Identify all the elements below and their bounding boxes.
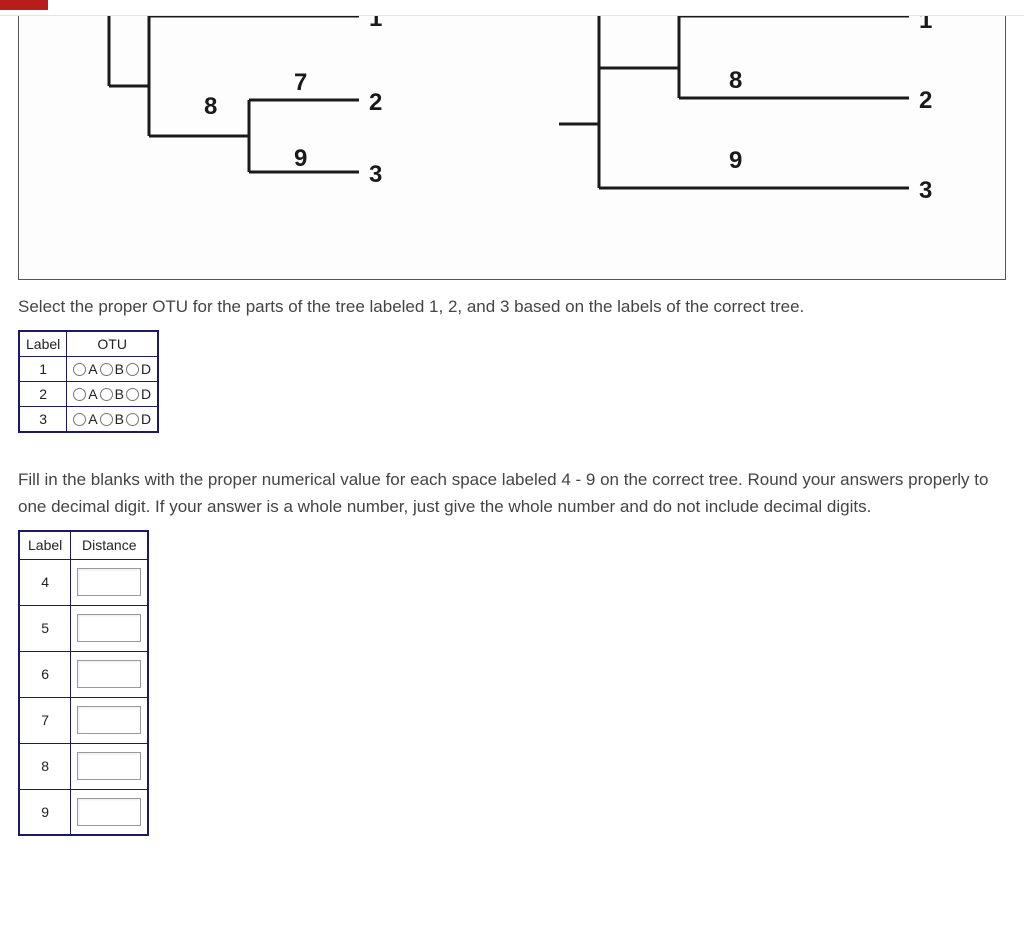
- top-bar: [0, 0, 1024, 16]
- right-tree-branch-8: 8: [729, 67, 742, 94]
- otu-radio[interactable]: [126, 363, 139, 376]
- dist-header-label: Label: [19, 531, 71, 559]
- left-tree-branch-9: 9: [294, 145, 307, 172]
- otu-row-label: 1: [19, 357, 67, 382]
- otu-option[interactable]: D: [126, 361, 151, 377]
- otu-row-label: 2: [19, 382, 67, 407]
- dist-row-input-cell: [71, 559, 149, 605]
- dist-row-input-cell: [71, 789, 149, 835]
- left-tree-branch-8: 8: [204, 93, 217, 120]
- instruction-otu: Select the proper OTU for the parts of t…: [18, 294, 1006, 320]
- right-tree-tip-1: 1: [919, 16, 932, 34]
- otu-option[interactable]: B: [100, 411, 124, 427]
- dist-row-input-cell: [71, 651, 149, 697]
- otu-option[interactable]: A: [73, 411, 97, 427]
- distance-input[interactable]: [77, 752, 141, 780]
- distance-input[interactable]: [77, 614, 141, 642]
- otu-radio[interactable]: [73, 413, 86, 426]
- otu-header-label: Label: [19, 331, 67, 357]
- dist-row: 6: [19, 651, 148, 697]
- dist-row-input-cell: [71, 743, 149, 789]
- otu-option[interactable]: D: [126, 411, 151, 427]
- otu-option-label: A: [88, 386, 97, 402]
- dist-row-input-cell: [71, 697, 149, 743]
- otu-radio[interactable]: [73, 388, 86, 401]
- dist-row: 8: [19, 743, 148, 789]
- main-content: 1 2 3 7 8 9: [0, 16, 1024, 836]
- otu-row-options: ABD: [67, 407, 158, 433]
- dist-row-label: 4: [19, 559, 71, 605]
- otu-row: 1 A B D: [19, 357, 158, 382]
- dist-header-distance: Distance: [71, 531, 149, 559]
- left-tree-tip-1: 1: [369, 16, 382, 32]
- dist-row-label: 7: [19, 697, 71, 743]
- dist-row: 5: [19, 605, 148, 651]
- otu-table: Label OTU 1 A B D 2 A B D 3 A B D: [18, 330, 159, 433]
- right-tree-tip-2: 2: [919, 87, 932, 114]
- left-tree-tip-2: 2: [369, 89, 382, 116]
- otu-option[interactable]: A: [73, 386, 97, 402]
- dist-row-label: 6: [19, 651, 71, 697]
- otu-option-label: B: [115, 386, 124, 402]
- otu-radio[interactable]: [100, 413, 113, 426]
- left-tree-svg: 1 2 3 7 8 9: [19, 16, 519, 280]
- otu-option-label: B: [115, 411, 124, 427]
- otu-radio[interactable]: [100, 363, 113, 376]
- distance-input[interactable]: [77, 660, 141, 688]
- distance-input[interactable]: [77, 706, 141, 734]
- left-tree-branch-7: 7: [294, 69, 307, 96]
- dist-row: 4: [19, 559, 148, 605]
- otu-option[interactable]: B: [100, 361, 124, 377]
- otu-option[interactable]: A: [73, 361, 97, 377]
- distance-input[interactable]: [77, 568, 141, 596]
- otu-radio[interactable]: [126, 413, 139, 426]
- otu-option-label: D: [141, 411, 151, 427]
- dist-row: 7: [19, 697, 148, 743]
- otu-option[interactable]: D: [126, 386, 151, 402]
- otu-radio[interactable]: [126, 388, 139, 401]
- tree-figure-box: 1 2 3 7 8 9: [18, 16, 1006, 280]
- dist-row-label: 9: [19, 789, 71, 835]
- right-tree-tip-3: 3: [919, 177, 932, 204]
- dist-row-label: 8: [19, 743, 71, 789]
- right-tree-branch-9: 9: [729, 147, 742, 174]
- otu-row: 2 A B D: [19, 382, 158, 407]
- otu-option-label: D: [141, 361, 151, 377]
- otu-radio[interactable]: [73, 363, 86, 376]
- distance-table: Label Distance 456789: [18, 530, 149, 836]
- accent-tab: [0, 0, 48, 10]
- dist-row-input-cell: [71, 605, 149, 651]
- left-tree-tip-3: 3: [369, 161, 382, 188]
- otu-radio[interactable]: [100, 388, 113, 401]
- otu-row-options: ABD: [67, 357, 158, 382]
- otu-option-label: B: [115, 361, 124, 377]
- distance-input[interactable]: [77, 798, 141, 826]
- otu-option[interactable]: B: [100, 386, 124, 402]
- instruction-distance: Fill in the blanks with the proper numer…: [18, 467, 1006, 520]
- otu-row: 3 A B D: [19, 407, 158, 433]
- dist-row: 9: [19, 789, 148, 835]
- otu-row-label: 3: [19, 407, 67, 433]
- dist-row-label: 5: [19, 605, 71, 651]
- otu-option-label: A: [88, 361, 97, 377]
- otu-option-label: D: [141, 386, 151, 402]
- otu-row-options: ABD: [67, 382, 158, 407]
- otu-option-label: A: [88, 411, 97, 427]
- right-tree-svg: 1 2 3 8 9: [519, 16, 1006, 280]
- otu-header-otu: OTU: [67, 331, 158, 357]
